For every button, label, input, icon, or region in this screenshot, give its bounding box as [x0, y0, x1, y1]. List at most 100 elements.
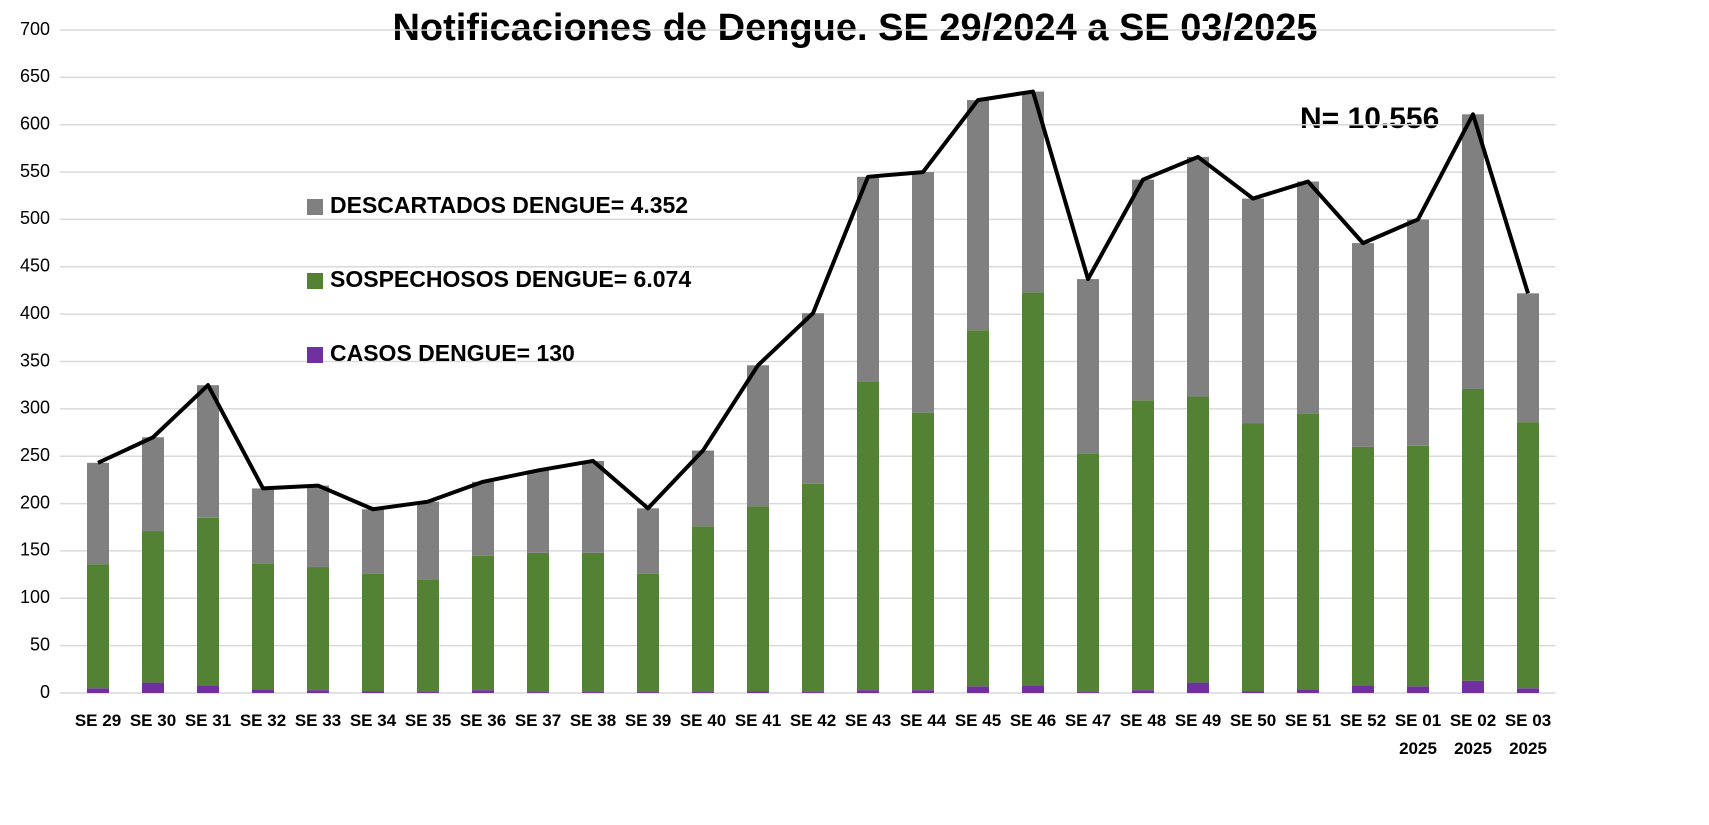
bar-segment	[582, 692, 604, 693]
bar-segment	[1462, 388, 1484, 681]
bar-segment	[1187, 396, 1209, 683]
y-tick-label: 450	[20, 256, 50, 276]
y-tick-label: 200	[20, 492, 50, 512]
bar-segment	[142, 437, 164, 532]
y-tick-label: 0	[40, 682, 50, 702]
bar-segment	[1352, 685, 1374, 693]
bar-segment	[912, 690, 934, 693]
bar-segment	[527, 552, 549, 693]
bar-segment	[582, 460, 604, 553]
x-tick-label: SE 44	[899, 711, 947, 730]
bar-segment	[472, 555, 494, 691]
bar-segment	[857, 381, 879, 691]
bar-segment	[1517, 422, 1539, 689]
bar-segment	[417, 579, 439, 693]
bar-segment	[1077, 692, 1099, 693]
x-tick-label: SE 36	[459, 711, 507, 730]
x-tick-label: SE 38	[569, 711, 617, 730]
bar-segment	[1132, 690, 1154, 693]
x-tick-label: SE 40	[679, 711, 727, 730]
bar-segment	[912, 412, 934, 691]
legend-swatch	[307, 199, 323, 215]
y-tick-label: 100	[20, 587, 50, 607]
x-tick-label: SE 29	[74, 711, 122, 730]
x-tick-label: SE 33	[294, 711, 342, 730]
bar-segment	[1077, 279, 1099, 454]
legend-label: CASOS DENGUE= 130	[330, 340, 575, 366]
bar-segment	[967, 686, 989, 693]
bar-segment	[527, 470, 549, 553]
bar-segment	[142, 682, 164, 693]
bar-segment	[1132, 179, 1154, 401]
x-tick-label: SE 41	[734, 711, 782, 730]
bar-segment	[362, 509, 384, 574]
bar-segment	[307, 567, 329, 691]
y-tick-label: 50	[30, 634, 50, 654]
y-tick-label: 550	[20, 161, 50, 181]
legend-label: SOSPECHOSOS DENGUE= 6.074	[330, 266, 691, 292]
bar-segment	[252, 563, 274, 690]
bar-segment	[1187, 156, 1209, 397]
x-tick-label: SE 02 2025	[1449, 711, 1497, 758]
bar-segment	[1022, 292, 1044, 686]
x-tick-label: SE 32	[239, 711, 287, 730]
bar-segment	[142, 531, 164, 683]
bar-segment	[967, 100, 989, 331]
y-tick-label: 150	[20, 540, 50, 560]
bar-segment	[582, 552, 604, 693]
chart-title: Notificaciones de Dengue. SE 29/2024 a S…	[392, 7, 1317, 49]
bar-segment	[1022, 685, 1044, 693]
x-tick-label: SE 43	[844, 711, 892, 730]
bar-segment	[1297, 689, 1319, 693]
bar-segment	[1407, 445, 1429, 687]
y-tick-label: 700	[20, 19, 50, 39]
bar-segment	[197, 685, 219, 693]
legend-swatch	[307, 347, 323, 363]
y-tick-label: 350	[20, 350, 50, 370]
x-tick-label: SE 50	[1229, 711, 1277, 730]
bar-segment	[87, 688, 109, 693]
bar-segment	[692, 450, 714, 527]
legend-label: DESCARTADOS DENGUE= 4.352	[330, 192, 688, 218]
bar-segment	[912, 172, 934, 413]
bar-segment	[692, 526, 714, 693]
bar-segment	[472, 481, 494, 556]
bar-segment	[472, 690, 494, 693]
bar-segment	[857, 176, 879, 382]
x-tick-label: SE 35	[404, 711, 452, 730]
y-tick-label: 600	[20, 113, 50, 133]
bar-segment	[87, 564, 109, 689]
bar-segment	[1132, 400, 1154, 691]
bar-segment	[747, 506, 769, 692]
annotation: N= 10.556	[1300, 102, 1439, 135]
y-tick-label: 250	[20, 445, 50, 465]
bar-segment	[527, 692, 549, 693]
bar-segment	[1352, 446, 1374, 686]
bar-segment	[362, 573, 384, 692]
bar-segment	[747, 691, 769, 693]
bar-segment	[197, 517, 219, 686]
bar-segment	[252, 488, 274, 564]
bar-segment	[1517, 688, 1539, 693]
bar-segment	[857, 690, 879, 693]
bar-segment	[197, 385, 219, 518]
bar-segment	[1297, 181, 1319, 414]
x-tick-label: SE 51	[1284, 711, 1332, 730]
x-tick-label: SE 30	[129, 711, 177, 730]
bar-segment	[637, 508, 659, 574]
x-tick-label: SE 45	[954, 711, 1002, 730]
bar-segment	[802, 313, 824, 484]
y-tick-label: 500	[20, 208, 50, 228]
x-tick-label: SE 47	[1064, 711, 1112, 730]
y-tick-label: 400	[20, 303, 50, 323]
x-tick-label: SE 48	[1119, 711, 1167, 730]
bar-segment	[1462, 680, 1484, 693]
bar-segment	[307, 690, 329, 693]
x-tick-label: SE 31	[184, 711, 232, 730]
x-tick-label: SE 01 2025	[1394, 711, 1442, 758]
bar-segment	[417, 692, 439, 693]
bar-segment	[1297, 413, 1319, 690]
bar-segment	[637, 573, 659, 693]
